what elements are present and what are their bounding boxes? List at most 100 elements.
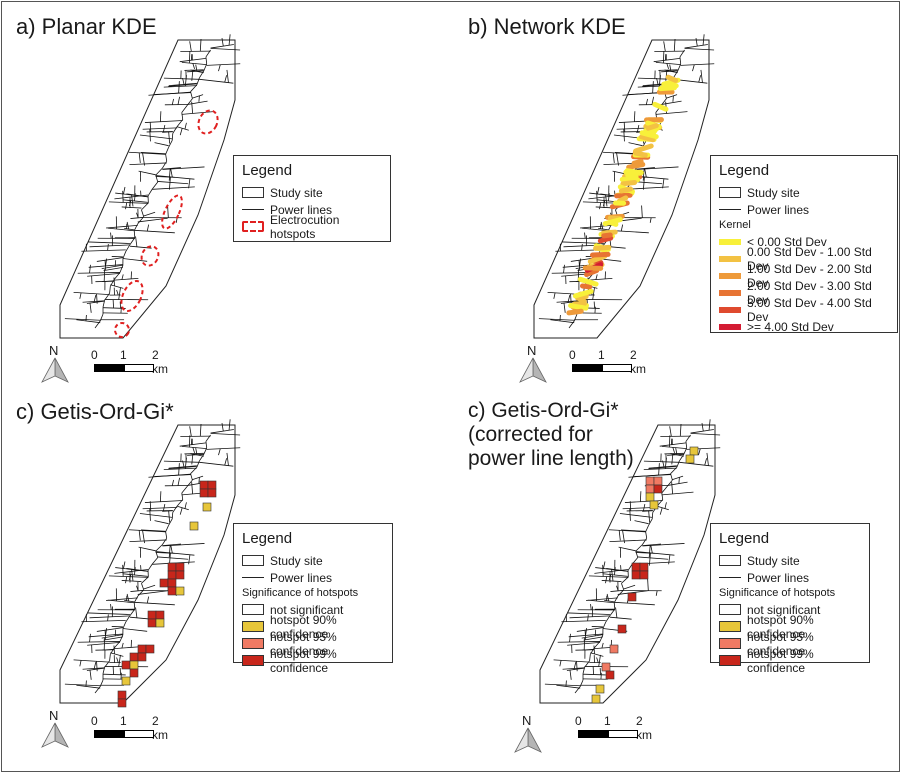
panel-getis-ord: c) Getis-Ord-Gi* Legend Study site Power… bbox=[0, 385, 450, 770]
hotspot-ellipse bbox=[120, 280, 144, 312]
legend: Legend Study site Power lines Significan… bbox=[233, 523, 393, 675]
hotspot-cell bbox=[175, 570, 185, 580]
north-arrow: N bbox=[39, 343, 71, 383]
kernel-segment bbox=[624, 168, 644, 176]
north-label: N bbox=[527, 343, 537, 358]
north-arrow: N bbox=[517, 343, 549, 383]
hotspot-cell bbox=[175, 562, 185, 572]
hotspot-cell bbox=[137, 652, 147, 662]
hotspot-cell bbox=[129, 652, 139, 662]
kernel-segment bbox=[643, 128, 657, 135]
legend-item-study-site: Study site bbox=[242, 553, 384, 568]
panel-planar-kde: a) Planar KDE Legend Study site Power li… bbox=[0, 0, 450, 385]
power-line-swatch bbox=[242, 577, 264, 578]
hotspot-cell bbox=[167, 586, 177, 596]
kernel-segment bbox=[639, 130, 659, 140]
study-site-swatch bbox=[242, 555, 264, 566]
north-arrow: N bbox=[512, 713, 544, 753]
legend-item-hotspots: Electrocution hotspots bbox=[242, 213, 382, 241]
hotspot-cell bbox=[121, 676, 131, 686]
legend-subtitle: Significance of hotspots bbox=[719, 587, 836, 599]
study-site-swatch bbox=[242, 187, 264, 198]
kernel-segment bbox=[579, 283, 593, 290]
kernel-class-swatch bbox=[719, 289, 741, 296]
power-lines bbox=[544, 419, 721, 694]
hotspot-ellipse bbox=[161, 194, 183, 230]
north-label: N bbox=[49, 343, 59, 358]
power-line-swatch bbox=[719, 209, 741, 210]
hotspot-cell bbox=[639, 562, 649, 572]
legend-item-study-site: Study site bbox=[719, 185, 889, 200]
kernel-segment bbox=[600, 229, 618, 236]
power-line-swatch bbox=[719, 577, 741, 578]
study-site-outline bbox=[59, 39, 236, 339]
panel-title: a) Planar KDE bbox=[16, 14, 157, 39]
legend-item-power-lines: Power lines bbox=[242, 570, 384, 585]
significance-swatch bbox=[242, 655, 264, 666]
hotspot-cell bbox=[207, 488, 217, 498]
kernel-class-swatch bbox=[719, 323, 741, 330]
kernel-segment bbox=[590, 251, 611, 258]
hotspot-cell bbox=[155, 618, 165, 628]
hotspot-cell bbox=[645, 476, 655, 486]
kernel-segment bbox=[577, 276, 599, 287]
kernel-segment bbox=[626, 161, 646, 170]
power-lines bbox=[64, 34, 241, 329]
hotspot-cell bbox=[689, 446, 699, 456]
hotspot-cell bbox=[609, 644, 619, 654]
hotspot-swatch bbox=[242, 221, 264, 232]
panel-title: b) Network KDE bbox=[468, 14, 626, 39]
hotspot-cell bbox=[202, 502, 212, 512]
kernel-segment bbox=[568, 303, 589, 311]
kernel-segment bbox=[566, 308, 584, 316]
hotspot-cell bbox=[591, 694, 601, 704]
hotspot-cell bbox=[595, 684, 605, 694]
panel-title: c) Getis-Ord-Gi* (corrected for power li… bbox=[468, 399, 634, 470]
kernel-segment bbox=[657, 85, 678, 92]
hotspot-ellipse bbox=[140, 245, 160, 267]
legend: Legend Study site Power lines Kernel < 0… bbox=[710, 155, 898, 334]
hotspot-cell bbox=[617, 624, 627, 634]
study-site-map bbox=[59, 419, 241, 708]
study-site-outline bbox=[59, 424, 236, 704]
legend: Legend Study site Power lines Significan… bbox=[710, 523, 870, 675]
kernel-segment bbox=[572, 288, 594, 299]
legend-item-study-site: Study site bbox=[242, 185, 382, 200]
hotspot-cell bbox=[167, 570, 177, 580]
kernel-segment bbox=[616, 195, 629, 204]
hotspot-cell bbox=[645, 492, 655, 502]
kernel-segment bbox=[602, 217, 623, 227]
kernel-segment bbox=[614, 192, 633, 199]
study-site-map bbox=[539, 419, 721, 704]
kernel-segment bbox=[625, 172, 639, 180]
significance-swatch bbox=[719, 604, 741, 615]
study-site-map bbox=[59, 34, 241, 339]
north-arrow-icon bbox=[41, 357, 69, 383]
hotspot-cell bbox=[631, 562, 641, 572]
significance-swatch bbox=[719, 638, 741, 649]
hotspot-ellipse bbox=[197, 109, 219, 135]
legend-title: Legend bbox=[719, 530, 770, 547]
kernel-class-swatch bbox=[719, 306, 741, 313]
legend: Legend Study site Power lines Electrocut… bbox=[233, 155, 391, 242]
legend-title: Legend bbox=[719, 162, 770, 179]
legend-item-study-site: Study site bbox=[719, 553, 861, 568]
hotspot-cell bbox=[147, 618, 157, 628]
kernel-segment bbox=[631, 158, 644, 166]
hotspot-ellipse bbox=[114, 322, 130, 338]
kernel-segment bbox=[645, 123, 659, 131]
legend-title: Legend bbox=[242, 530, 293, 547]
north-arrow-icon bbox=[519, 357, 547, 383]
hotspot-cell bbox=[649, 500, 659, 510]
kernel-segment bbox=[633, 143, 654, 154]
power-lines bbox=[64, 419, 241, 694]
panel-getis-ord-corrected: c) Getis-Ord-Gi* (corrected for power li… bbox=[452, 385, 902, 770]
hotspot-cell bbox=[685, 454, 695, 464]
hotspot-cell bbox=[145, 644, 155, 654]
legend-subtitle: Kernel bbox=[719, 219, 751, 231]
